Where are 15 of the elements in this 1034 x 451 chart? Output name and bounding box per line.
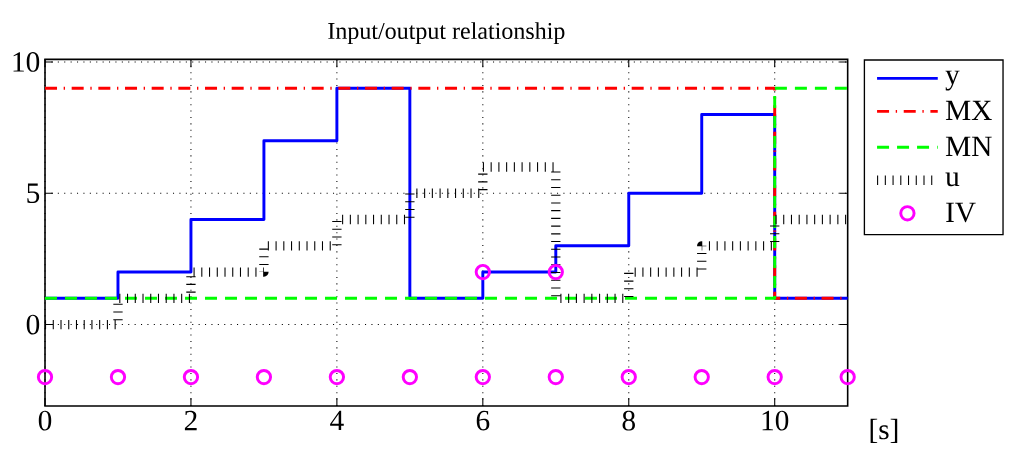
x-tick-label: 4 [330,410,344,431]
legend-label: IV [946,202,976,223]
y-tick-label: 10 [13,52,40,72]
y-tick-label: 0 [26,314,40,335]
x-tick-label: 8 [622,410,635,431]
legend-label: u [945,172,960,187]
chart-title: Input/output relationship [328,22,565,44]
legend-label: MN [945,136,992,156]
x-tick-label: 2 [184,410,197,431]
legend-label: MX [945,100,992,121]
x-tick-label: 10 [762,410,789,431]
y-tick-label: 5 [27,183,40,204]
legend-label: y [945,70,960,91]
x-axis-title: [s] [870,418,898,443]
x-tick-label: 6 [476,410,490,431]
